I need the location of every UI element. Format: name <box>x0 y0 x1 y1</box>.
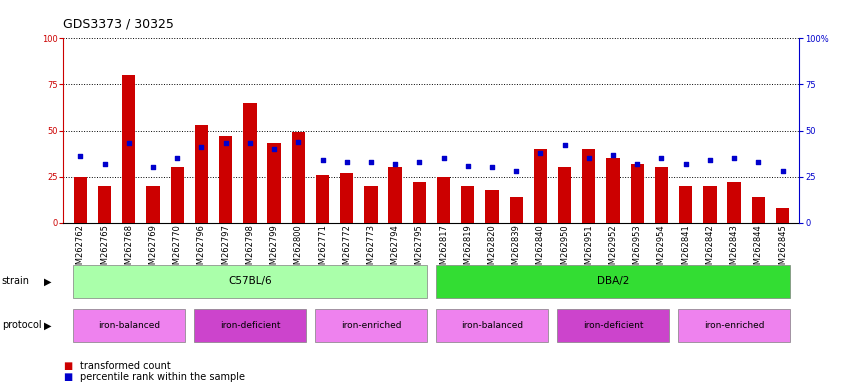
Bar <box>607 158 620 223</box>
Bar <box>340 173 354 223</box>
Point <box>437 155 450 161</box>
Point <box>630 161 644 167</box>
Bar <box>146 186 160 223</box>
Text: iron-balanced: iron-balanced <box>461 321 523 330</box>
Text: ▶: ▶ <box>44 320 52 331</box>
Text: strain: strain <box>2 276 30 286</box>
Bar <box>582 149 596 223</box>
Point <box>74 153 87 159</box>
Text: iron-deficient: iron-deficient <box>220 321 280 330</box>
Text: protocol: protocol <box>2 320 41 331</box>
Bar <box>558 167 571 223</box>
Point <box>267 146 281 152</box>
Bar <box>243 103 256 223</box>
Bar <box>486 190 498 223</box>
Text: iron-enriched: iron-enriched <box>341 321 401 330</box>
Text: ■: ■ <box>63 372 73 382</box>
Point <box>558 142 571 148</box>
Point <box>461 162 475 169</box>
Point <box>171 155 184 161</box>
Bar <box>171 167 184 223</box>
Bar <box>437 177 450 223</box>
Point <box>219 141 233 147</box>
Point <box>195 144 208 150</box>
Text: iron-enriched: iron-enriched <box>704 321 764 330</box>
Bar <box>413 182 426 223</box>
Point <box>655 155 668 161</box>
Bar <box>267 144 281 223</box>
Text: iron-deficient: iron-deficient <box>583 321 643 330</box>
Point <box>751 159 765 165</box>
Bar <box>461 186 475 223</box>
Text: DBA/2: DBA/2 <box>597 276 629 286</box>
Point <box>486 164 499 170</box>
Point <box>340 159 354 165</box>
Bar <box>122 75 135 223</box>
Text: transformed count: transformed count <box>80 361 171 371</box>
Bar <box>292 132 305 223</box>
Point <box>678 161 692 167</box>
Bar <box>728 182 741 223</box>
Bar <box>679 186 692 223</box>
Point <box>582 155 596 161</box>
Bar <box>74 177 87 223</box>
Bar <box>509 197 523 223</box>
Bar <box>98 186 112 223</box>
Point <box>703 157 717 163</box>
Point <box>292 139 305 145</box>
Point <box>243 141 256 147</box>
Bar <box>655 167 668 223</box>
Point <box>509 168 523 174</box>
Text: percentile rank within the sample: percentile rank within the sample <box>80 372 245 382</box>
Point <box>316 157 329 163</box>
Bar <box>703 186 717 223</box>
Text: C57BL/6: C57BL/6 <box>228 276 272 286</box>
Point <box>122 141 135 147</box>
Bar <box>219 136 233 223</box>
Point <box>607 151 620 157</box>
Point <box>146 164 160 170</box>
Bar <box>316 175 329 223</box>
Bar <box>388 167 402 223</box>
Bar <box>751 197 765 223</box>
Bar <box>534 149 547 223</box>
Bar <box>776 208 789 223</box>
Point <box>534 150 547 156</box>
Bar <box>365 186 377 223</box>
Bar <box>630 164 644 223</box>
Text: GDS3373 / 30325: GDS3373 / 30325 <box>63 18 174 31</box>
Point <box>98 161 112 167</box>
Point <box>413 159 426 165</box>
Point <box>388 161 402 167</box>
Bar <box>195 125 208 223</box>
Text: ▶: ▶ <box>44 276 52 286</box>
Point <box>364 159 377 165</box>
Point <box>728 155 741 161</box>
Point <box>776 168 789 174</box>
Text: ■: ■ <box>63 361 73 371</box>
Text: iron-balanced: iron-balanced <box>98 321 160 330</box>
